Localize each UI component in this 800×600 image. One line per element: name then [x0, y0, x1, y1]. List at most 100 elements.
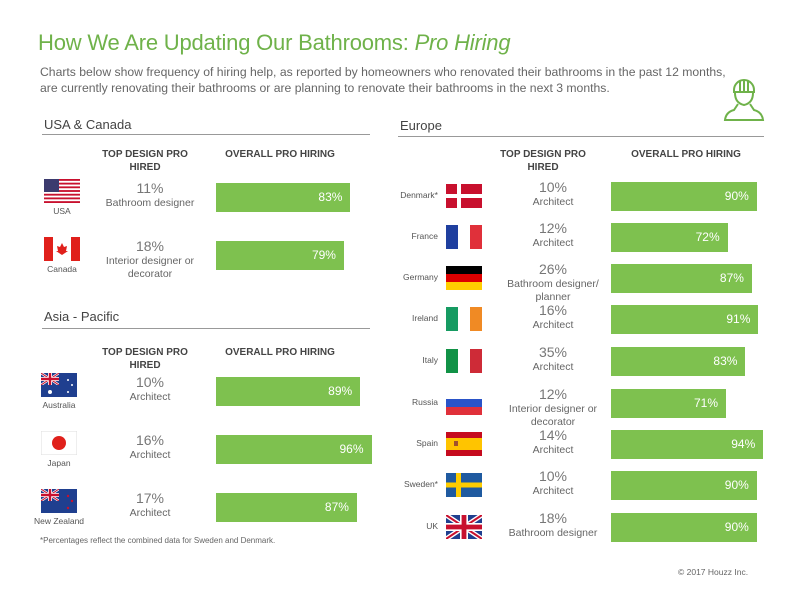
column-header-top-design: TOP DESIGN PRO HIRED [102, 149, 188, 173]
bar: 89% [216, 377, 361, 406]
country-name: Denmark* [400, 190, 438, 200]
top-design-role: Architect [532, 444, 574, 456]
country-name: France [411, 231, 438, 241]
top-design-role: Bathroom designer [105, 197, 195, 209]
country-name: Australia [42, 400, 76, 410]
top-design-percent: 12% [538, 220, 568, 236]
top-design-role: Architect [532, 485, 574, 497]
top-design-role: Architect [532, 196, 574, 208]
bar-value-label: 79% [311, 248, 336, 262]
bar-value-label: 83% [318, 190, 343, 204]
column-header-overall: OVERALL PRO HIRING [225, 347, 335, 358]
flag-newzealand-icon [41, 489, 77, 513]
top-design-percent: 26% [538, 261, 568, 277]
flag-germany-icon [446, 266, 482, 290]
column-header-overall: OVERALL PRO HIRING [631, 149, 741, 160]
bar-value-label: 90% [724, 189, 749, 203]
flag-france-icon [446, 225, 482, 249]
flag-uk-icon [446, 515, 482, 539]
country-name: Canada [47, 264, 77, 274]
copyright: © 2017 Houzz Inc. [678, 567, 749, 577]
bar: 72% [611, 223, 728, 252]
top-design-role: Architect [129, 507, 171, 519]
top-design-percent: 18% [135, 238, 165, 254]
flag-spain-icon [446, 432, 482, 456]
flag-sweden-icon [446, 473, 482, 497]
top-design-role: Bathroom designer [508, 527, 598, 539]
bar: 96% [216, 435, 372, 464]
bar: 90% [611, 182, 757, 211]
top-design-percent: 16% [135, 432, 165, 448]
country-name: UK [426, 521, 438, 531]
title-italic: Pro Hiring [414, 30, 511, 55]
top-design-role: Architect [532, 237, 574, 249]
flag-usa-icon [44, 179, 80, 203]
country-name: Spain [416, 438, 438, 448]
flag-japan-icon [41, 431, 77, 455]
top-design-role: Bathroom designer/ planner [507, 278, 599, 303]
bar: 87% [611, 264, 752, 293]
bar: 91% [611, 305, 759, 334]
top-design-percent: 10% [135, 374, 165, 390]
region-title-asia-pacific: Asia - Pacific [44, 309, 120, 324]
bar: 79% [216, 241, 344, 270]
bar-value-label: 71% [693, 396, 719, 410]
bar: 94% [611, 430, 764, 459]
top-design-role: Architect [129, 391, 171, 403]
top-design-percent: 11% [136, 180, 164, 196]
top-design-percent: 14% [538, 427, 568, 443]
footnote: *Percentages reflect the combined data f… [40, 536, 276, 545]
country-name: Germany [403, 272, 438, 282]
bar-value-label: 96% [339, 442, 364, 456]
bar-value-label: 83% [713, 354, 738, 368]
bar-value-label: 89% [328, 384, 353, 398]
bar: 83% [216, 183, 351, 212]
column-header-overall: OVERALL PRO HIRING [225, 149, 335, 160]
top-design-role: Architect [532, 361, 574, 373]
bar-value-label: 94% [731, 437, 756, 451]
country-name: Sweden* [403, 479, 438, 489]
bar: 71% [611, 389, 727, 418]
subtitle: Charts below show frequency of hiring he… [40, 65, 726, 95]
divider [398, 136, 764, 137]
top-design-role: Interior designer or decorator [105, 255, 195, 280]
country-name: New Zealand [33, 516, 85, 526]
bar-value-label: 87% [324, 500, 349, 514]
region-title-usa-canada: USA & Canada [44, 117, 132, 132]
top-design-role: Architect [532, 319, 574, 331]
top-design-percent: 10% [538, 179, 568, 195]
bar-value-label: 90% [724, 478, 749, 492]
bar: 83% [611, 347, 746, 376]
top-design-role: Interior designer or decorator [508, 403, 598, 428]
flag-canada-icon [44, 237, 80, 261]
top-design-percent: 12% [538, 386, 568, 402]
top-design-role: Architect [129, 449, 171, 461]
bar-value-label: 72% [695, 230, 720, 244]
divider [42, 328, 370, 329]
bar: 87% [216, 493, 357, 522]
bar-value-label: 87% [719, 271, 744, 285]
top-design-percent: 18% [538, 510, 568, 526]
divider [42, 134, 370, 135]
region-title-europe: Europe [400, 118, 442, 133]
top-design-percent: 35% [538, 344, 568, 360]
country-name: Ireland [412, 313, 438, 323]
bar-value-label: 91% [726, 312, 751, 326]
flag-denmark-icon [446, 184, 482, 208]
column-header-top-design: TOP DESIGN PRO HIRED [500, 149, 586, 173]
page-title: How We Are Updating Our Bathrooms: Pro H… [38, 30, 511, 56]
top-design-percent: 17% [135, 490, 165, 506]
country-name: Italy [422, 355, 438, 365]
flag-australia-icon [41, 373, 77, 397]
top-design-percent: 10% [538, 468, 568, 484]
bar: 90% [611, 471, 757, 500]
top-design-percent: 16% [538, 302, 568, 318]
contractor-hardhat-icon [723, 79, 765, 121]
column-header-top-design: TOP DESIGN PRO HIRED [102, 347, 188, 371]
bar: 90% [611, 513, 757, 542]
country-name: USA [53, 206, 71, 216]
title-text: How We Are Updating Our Bathrooms: [38, 30, 409, 55]
flag-russia-icon [446, 391, 482, 415]
flag-ireland-icon [446, 307, 482, 331]
